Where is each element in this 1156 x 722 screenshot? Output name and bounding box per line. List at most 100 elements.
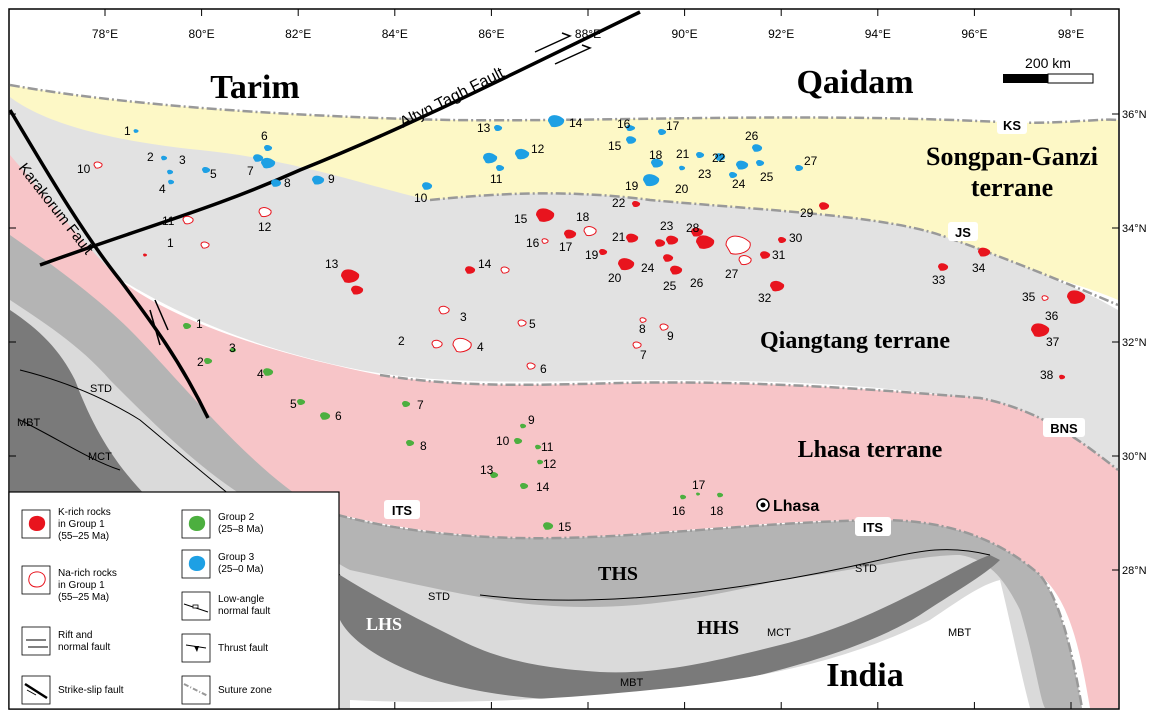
svg-text:in Group 1: in Group 1: [58, 519, 105, 530]
group3-label: 27: [804, 154, 818, 168]
label-mbt-east: MBT: [948, 627, 972, 639]
group1-label: 18: [576, 210, 590, 224]
group2-label: 2: [197, 355, 204, 369]
group2-label: 11: [541, 440, 554, 454]
group1-site-35: 35: [1022, 290, 1049, 304]
group2-label: 3: [229, 341, 236, 355]
group3-label: 16: [617, 117, 631, 131]
label-songpan-1: Songpan-Ganzi: [926, 142, 1098, 171]
group1-site-17: 17: [559, 229, 577, 254]
lhasa-city-marker: Lhasa: [756, 498, 819, 515]
group3-site-11: 11: [483, 152, 505, 186]
group3-label: 8: [284, 176, 291, 190]
group1-site-19: 19: [585, 248, 608, 262]
group2-site-4: 4: [257, 367, 274, 381]
longitude-label: 88°E: [575, 27, 601, 41]
longitude-label: 78°E: [92, 27, 118, 41]
longitude-label: 82°E: [285, 27, 311, 41]
latitude-label: 30°N: [1122, 451, 1147, 463]
label-lhasa-terrane: Lhasa terrane: [798, 437, 943, 463]
label-std-south: STD: [428, 591, 450, 603]
group3-label: 14: [569, 116, 583, 130]
label-tarim: Tarim: [210, 69, 299, 106]
suture-label-js: JS: [948, 222, 978, 241]
label-india: India: [826, 657, 904, 694]
group1-label: 21: [612, 230, 626, 244]
group3-site-20: 20: [675, 165, 689, 196]
group1-site-16: 16: [526, 236, 549, 250]
group2-site-15: 15: [543, 520, 572, 534]
svg-text:KS: KS: [1003, 118, 1021, 133]
group2-label: 12: [543, 457, 557, 471]
group3-site-13: 13: [477, 121, 503, 135]
group3-site-7: 7: [247, 157, 276, 178]
group3-label: 19: [625, 179, 639, 193]
group1-label: 35: [1022, 290, 1036, 304]
group2-site-18: 18: [710, 492, 724, 518]
group1-label: 31: [772, 248, 786, 262]
group1-site-14: 14: [465, 257, 510, 274]
svg-text:Rift and: Rift and: [58, 630, 92, 641]
longitude-label: 92°E: [768, 27, 794, 41]
legend: K-rich rocks in Group 1 (55–25 Ma) Na-ri…: [8, 491, 340, 710]
longitude-label: 86°E: [478, 27, 504, 41]
suture-label-bns: BNS: [1043, 418, 1085, 437]
group1-site-20: 20: [608, 258, 635, 285]
group1-label: 28: [686, 221, 700, 235]
lhs-zone-south: [340, 555, 1000, 700]
east-grey-strip: [1040, 600, 1080, 708]
label-hhs: HHS: [697, 617, 739, 639]
group3-label: 21: [676, 147, 690, 161]
group1-label: 10: [77, 162, 91, 176]
group1-label: 25: [663, 279, 677, 293]
latitude-label: 32°N: [1122, 337, 1147, 349]
group2-site-14: 14: [520, 480, 550, 494]
latitude-label: 28°N: [1122, 565, 1147, 577]
group1-site-28: 28: [686, 221, 704, 237]
group2-site-2: 2: [197, 355, 213, 369]
group2-label: 16: [672, 504, 686, 518]
group1-label: 7: [640, 348, 647, 362]
std-line-east: [479, 549, 991, 601]
longitude-labels: 78°E 80°E 82°E 84°E 86°E 88°E 90°E 92°E 94°E 96°E…: [92, 9, 1084, 709]
group1-site-6: 6: [526, 362, 547, 376]
group3-site-16: 16: [617, 117, 636, 131]
group3-site-9: 9: [312, 172, 335, 186]
group3-site-3: 3: [167, 153, 186, 175]
label-qaidam: Qaidam: [796, 64, 913, 101]
group2-site-7: 7: [402, 398, 424, 412]
group3-site-19: 19: [625, 174, 660, 193]
group3-site-2: 2: [147, 150, 168, 164]
group1-site-12: 12: [258, 207, 272, 234]
group1-label: 29: [800, 206, 814, 220]
svg-text:Low-angle: Low-angle: [218, 594, 265, 605]
latitude-label: 36°N: [1122, 109, 1147, 121]
label-mct-west: MCT: [88, 451, 112, 463]
group3-label: 13: [477, 121, 491, 135]
group3-site-1: 1: [124, 124, 139, 138]
svg-text:(55–25 Ma): (55–25 Ma): [58, 592, 109, 603]
group1-site-36: 36: [1045, 290, 1086, 323]
group1-site-33: 33: [932, 263, 949, 287]
label-std-east: STD: [855, 563, 877, 575]
group1-label: 8: [639, 322, 646, 336]
group2-label: 6: [335, 409, 342, 423]
svg-text:(25–8 Ma): (25–8 Ma): [218, 524, 264, 535]
group1-label: 36: [1045, 309, 1059, 323]
group2-site-12: 12: [537, 457, 557, 471]
group1-site-24: 24: [641, 254, 674, 275]
group1-label: 20: [608, 271, 622, 285]
group2-site-17: 17: [692, 478, 706, 496]
group3-label: 5: [210, 167, 217, 181]
group1-label: 4: [477, 340, 484, 354]
svg-text:Thrust fault: Thrust fault: [218, 643, 268, 654]
svg-text:Group 2: Group 2: [218, 512, 255, 523]
group1-label: 17: [559, 240, 573, 254]
group1-label: 34: [972, 261, 986, 275]
group2-site-3: 3: [229, 341, 237, 355]
group1-site-4: 4: [452, 337, 484, 354]
mct-line: [19, 419, 121, 471]
